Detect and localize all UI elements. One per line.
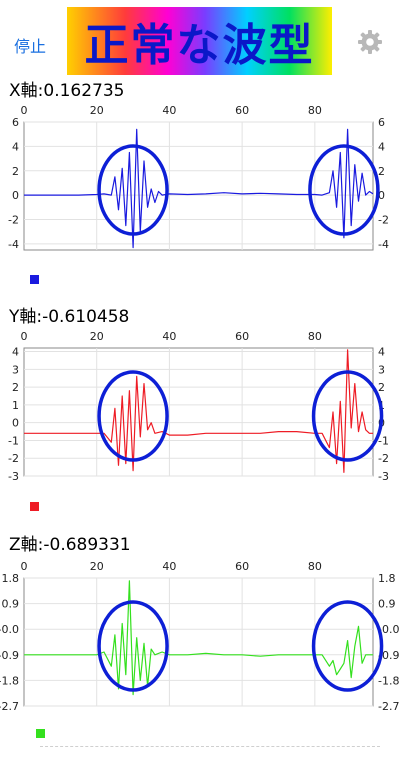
series-line [24,128,374,249]
y-tick-label-left: 2 [12,381,19,394]
x-tick-label: 20 [90,104,104,117]
y-tick-label-left: -0.0 [0,623,19,636]
x-tick-label: 0 [21,104,28,117]
y-tick-label-right: -2 [378,452,389,465]
x-tick-label: 60 [235,330,249,343]
y-tick-label-left: 6 [12,116,19,129]
y-tick-label-left: 2 [12,165,19,178]
y-axis-chart: 0 20 40 60 804 43 32 21 10 0-1 -1-2 -2-3 -3 [8,330,389,483]
y-tick-label-right: 3 [378,363,385,376]
y-tick-label-left: 1.8 [2,572,20,585]
y-tick-label-right: -2.7 [378,700,399,713]
y-tick-label-right: 1.8 [378,572,396,585]
y-tick-label-left: -2.7 [0,700,19,713]
y-tick-label-right: -3 [378,470,389,483]
x-axis-chart: 0 20 40 60 806 64 42 20 0-2 -2-4 -4 [8,104,389,251]
highlight-circle [97,600,169,692]
y-tick-label-right: -0.9 [378,649,399,662]
y-tick-label-right: -4 [378,238,389,251]
highlight-circle [97,144,169,236]
x-tick-label: 60 [235,560,249,573]
highlight-circle [308,144,380,236]
y-tick-label-left: -4 [8,238,19,251]
x-tick-label: 40 [162,330,176,343]
x-tick-label: 40 [162,560,176,573]
top-bar: 停止 正常な波型 [0,0,400,82]
y-tick-label-left: 1 [12,399,19,412]
highlight-circle [311,600,384,692]
y-tick-label-left: -2 [8,214,19,227]
x-tick-label: 0 [21,560,28,573]
series-line [24,349,373,473]
x-tick-label: 40 [162,104,176,117]
highlight-circle [311,370,384,462]
y-tick-label-left: -2 [8,452,19,465]
y-tick-label-left: 4 [12,346,19,359]
y-tick-label-left: -1 [8,434,19,447]
y-tick-label-left: 3 [12,363,19,376]
y-tick-label-right: 2 [378,381,385,394]
y-tick-label-right: -1 [378,434,389,447]
x-tick-label: 80 [308,560,322,573]
chart-frame [23,121,374,251]
y-tick-label-left: -0.9 [0,649,19,662]
x-tick-label: 0 [21,330,28,343]
x-tick-label: 60 [235,104,249,117]
y-tick-label-right: 0.9 [378,598,396,611]
y-tick-label-left: 0 [12,417,19,430]
z-axis-chart: 0 20 40 60 80 1.8 1.8 0.9 0.9 -0.0 -0.0 -0.9 -0.9 -1.… [0,560,399,713]
y-tick-label-right: 0 [378,189,385,202]
y-tick-label-left: -3 [8,470,19,483]
x-tick-label: 20 [90,330,104,343]
highlight-circle [97,370,169,462]
z-legend-swatch [36,729,45,738]
y-axis-label: Y軸:-0.610458 [9,307,130,327]
y-tick-label-left: 0 [12,189,19,202]
y-tick-label-right: -0.0 [378,623,399,636]
y-tick-label-right: -1.8 [378,674,399,687]
y-legend-swatch [30,502,39,511]
y-tick-label-right: 4 [378,140,385,153]
x-axis-label: X軸:0.162735 [9,81,125,101]
stop-button[interactable]: 停止 [14,37,47,56]
y-tick-label-right: -2 [378,214,389,227]
y-tick-label-left: 4 [12,140,19,153]
y-tick-label-right: 4 [378,346,385,359]
x-legend-swatch [30,275,39,284]
x-tick-label: 20 [90,560,104,573]
y-tick-label-left: 0.9 [2,598,20,611]
x-tick-label: 80 [308,104,322,117]
y-tick-label-left: -1.8 [0,674,19,687]
y-tick-label-right: 6 [378,116,385,129]
z-axis-label: Z軸:-0.689331 [9,535,131,555]
title-banner: 正常な波型 [67,7,332,75]
chart-frame [23,347,374,477]
divider [40,746,380,747]
series-line [24,580,373,696]
chart-frame [23,577,374,707]
page-title: 正常な波型 [84,20,315,71]
gear-icon[interactable] [356,28,384,56]
y-tick-label-right: 2 [378,165,385,178]
x-tick-label: 80 [308,330,322,343]
